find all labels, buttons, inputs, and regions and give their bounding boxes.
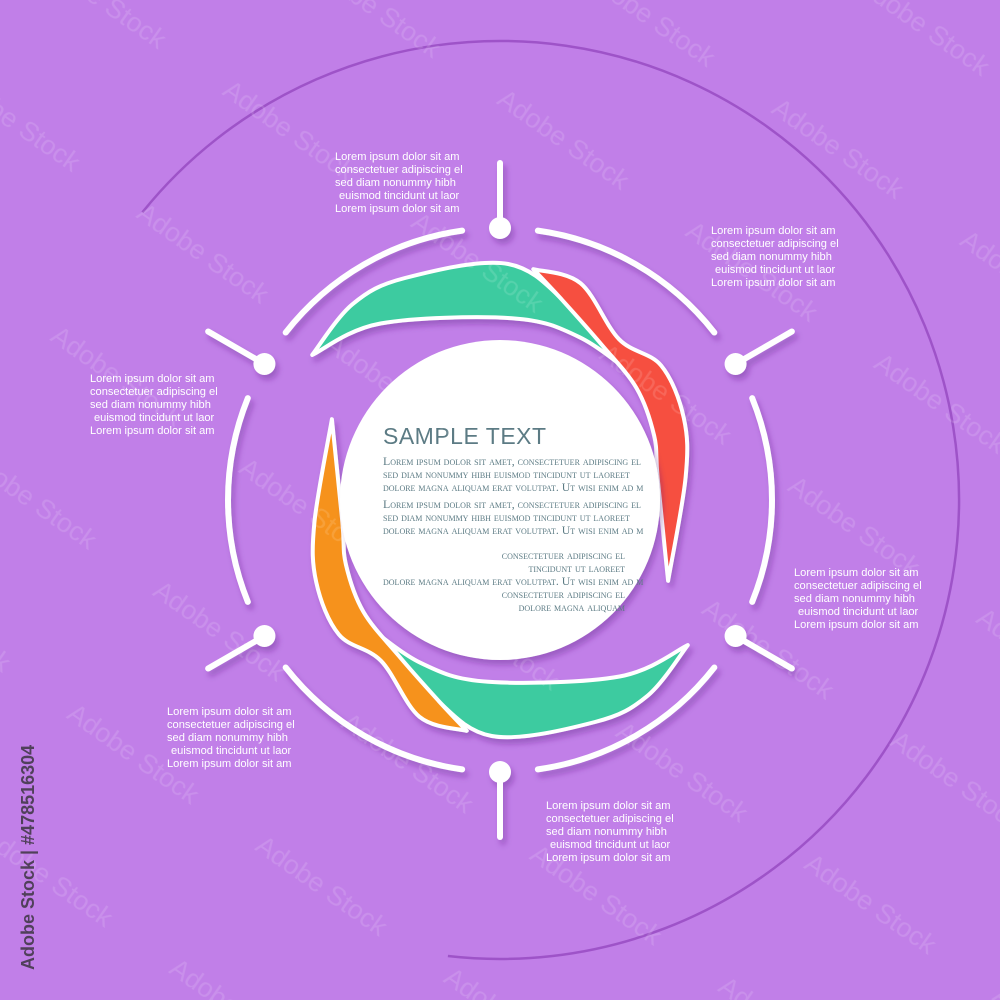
- svg-text:Adobe Stock | #478516304: Adobe Stock | #478516304: [18, 745, 38, 970]
